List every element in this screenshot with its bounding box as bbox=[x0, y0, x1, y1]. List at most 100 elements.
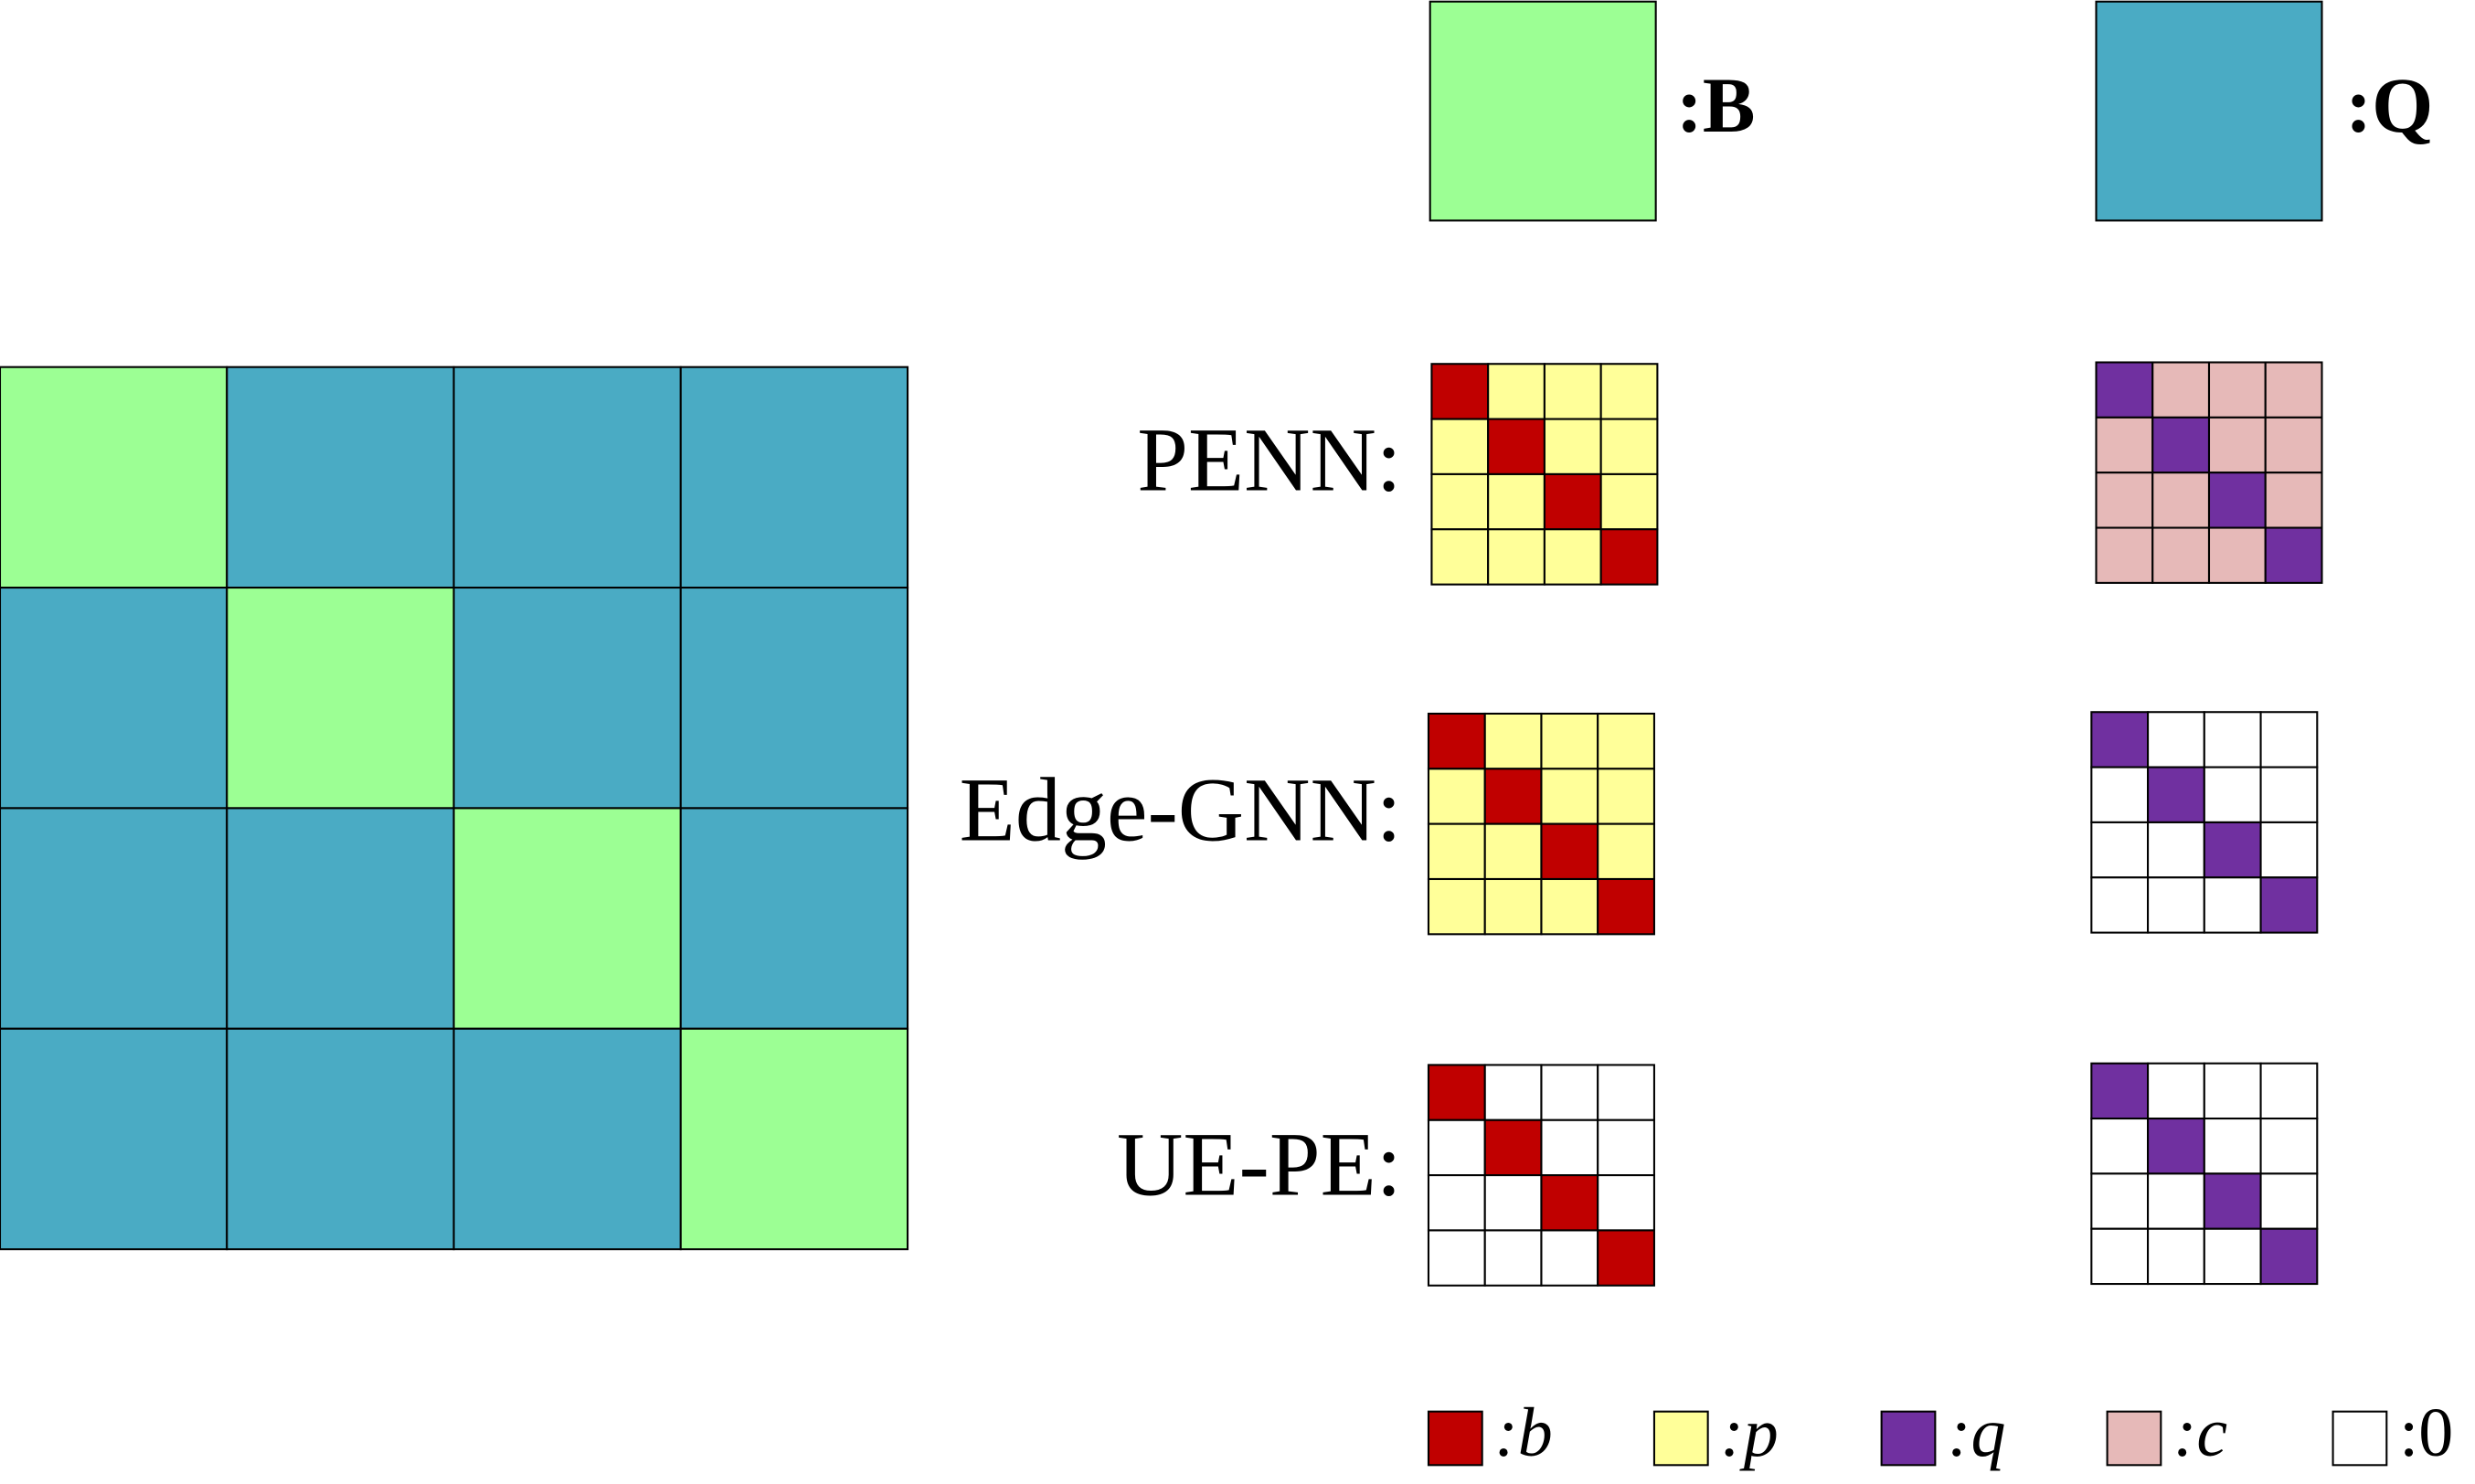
edge-b-cell bbox=[1540, 768, 1599, 825]
penn-b-cell bbox=[1543, 418, 1602, 475]
penn-q-cell bbox=[2151, 472, 2211, 529]
edge-q-cell bbox=[2203, 821, 2262, 879]
big-matrix-cell bbox=[226, 587, 455, 810]
big-matrix-cell bbox=[452, 1027, 682, 1251]
penn-b-cell bbox=[1430, 528, 1490, 586]
penn-b-cell bbox=[1487, 363, 1546, 420]
edge-q-cell bbox=[2259, 766, 2319, 823]
row-label: PENN: bbox=[1137, 409, 1401, 511]
big-matrix-cell bbox=[226, 366, 455, 589]
edge-q-cell bbox=[2147, 766, 2205, 823]
uepe-q-cell bbox=[2203, 1117, 2262, 1175]
uepe-b-cell bbox=[1540, 1229, 1599, 1287]
penn-b-cell bbox=[1487, 528, 1546, 586]
row-label: UE-PE: bbox=[1117, 1113, 1402, 1214]
legend-swatch bbox=[2332, 1410, 2388, 1467]
edge-q-cell bbox=[2203, 766, 2262, 823]
penn-q-cell bbox=[2095, 472, 2154, 529]
row-label: Edge-GNN: bbox=[960, 759, 1402, 861]
edge-b-cell bbox=[1540, 822, 1599, 881]
edge-q-cell bbox=[2090, 711, 2150, 768]
big-matrix-cell bbox=[0, 1027, 228, 1251]
penn-q-cell bbox=[2207, 526, 2267, 584]
edge-b-cell bbox=[1483, 822, 1543, 881]
uepe-b-cell bbox=[1427, 1229, 1486, 1287]
penn-q-cell bbox=[2207, 361, 2267, 419]
big-matrix-cell bbox=[452, 587, 682, 810]
edge-b-cell bbox=[1540, 877, 1599, 936]
penn-b-cell bbox=[1430, 418, 1490, 475]
edge-b-cell bbox=[1483, 768, 1543, 825]
edge-q-cell bbox=[2147, 876, 2205, 934]
uepe-b-cell bbox=[1540, 1174, 1599, 1232]
uepe-q-cell bbox=[2259, 1062, 2319, 1120]
uepe-q-cell bbox=[2203, 1062, 2262, 1120]
penn-b-cell bbox=[1430, 363, 1490, 420]
edge-b-cell bbox=[1427, 822, 1486, 881]
legend-swatch bbox=[1427, 1410, 1483, 1467]
uepe-b-cell bbox=[1597, 1229, 1655, 1287]
edge-q-cell bbox=[2259, 821, 2319, 879]
uepe-q-cell bbox=[2147, 1117, 2205, 1175]
legend-label: :B bbox=[1676, 61, 1755, 149]
edge-q-cell bbox=[2147, 711, 2205, 768]
edge-b-cell bbox=[1597, 822, 1655, 881]
big-matrix-cell bbox=[679, 366, 909, 589]
uepe-q-cell bbox=[2259, 1227, 2319, 1286]
penn-b-cell bbox=[1599, 418, 1659, 475]
penn-b-cell bbox=[1543, 528, 1602, 586]
legend-label: :p bbox=[1720, 1394, 1778, 1471]
edge-b-cell bbox=[1540, 712, 1599, 770]
legend-label: :Q bbox=[2345, 61, 2433, 149]
uepe-b-cell bbox=[1483, 1174, 1543, 1232]
uepe-q-cell bbox=[2090, 1227, 2150, 1286]
edge-q-cell bbox=[2259, 711, 2319, 768]
legend-swatch bbox=[2106, 1410, 2162, 1467]
edge-q-cell bbox=[2090, 766, 2150, 823]
big-matrix-cell bbox=[452, 366, 682, 589]
penn-b-cell bbox=[1599, 363, 1659, 420]
uepe-b-cell bbox=[1597, 1064, 1655, 1121]
edge-b-cell bbox=[1483, 877, 1543, 936]
uepe-q-cell bbox=[2147, 1172, 2205, 1230]
big-matrix-cell bbox=[0, 587, 228, 810]
penn-q-cell bbox=[2264, 526, 2323, 584]
legend-swatch bbox=[1652, 1410, 1709, 1467]
big-matrix-cell bbox=[226, 1027, 455, 1251]
uepe-b-cell bbox=[1427, 1064, 1486, 1121]
edge-q-cell bbox=[2203, 876, 2262, 934]
penn-q-cell bbox=[2095, 361, 2154, 419]
legend-label: :c bbox=[2173, 1394, 2227, 1471]
edge-b-cell bbox=[1483, 712, 1543, 770]
big-matrix-cell bbox=[0, 807, 228, 1030]
edge-b-cell bbox=[1427, 877, 1486, 936]
legend-label: :0 bbox=[2399, 1394, 2453, 1471]
uepe-q-cell bbox=[2090, 1172, 2150, 1230]
uepe-q-cell bbox=[2090, 1062, 2150, 1120]
edge-b-cell bbox=[1597, 768, 1655, 825]
uepe-b-cell bbox=[1483, 1229, 1543, 1287]
penn-b-cell bbox=[1543, 363, 1602, 420]
legend-label: :b bbox=[1495, 1394, 1553, 1471]
penn-b-cell bbox=[1487, 418, 1546, 475]
uepe-b-cell bbox=[1540, 1118, 1599, 1177]
big-matrix-cell bbox=[679, 587, 909, 810]
penn-b-cell bbox=[1543, 472, 1602, 531]
uepe-b-cell bbox=[1597, 1118, 1655, 1177]
penn-q-cell bbox=[2264, 472, 2323, 529]
edge-b-cell bbox=[1597, 712, 1655, 770]
penn-q-cell bbox=[2151, 416, 2211, 474]
penn-b-cell bbox=[1487, 472, 1546, 531]
edge-q-cell bbox=[2203, 711, 2262, 768]
edge-q-cell bbox=[2090, 821, 2150, 879]
edge-q-cell bbox=[2147, 821, 2205, 879]
uepe-b-cell bbox=[1597, 1174, 1655, 1232]
edge-b-cell bbox=[1427, 768, 1486, 825]
uepe-b-cell bbox=[1540, 1064, 1599, 1121]
uepe-q-cell bbox=[2147, 1227, 2205, 1286]
big-matrix-cell bbox=[679, 807, 909, 1030]
uepe-q-cell bbox=[2259, 1117, 2319, 1175]
uepe-q-cell bbox=[2203, 1172, 2262, 1230]
